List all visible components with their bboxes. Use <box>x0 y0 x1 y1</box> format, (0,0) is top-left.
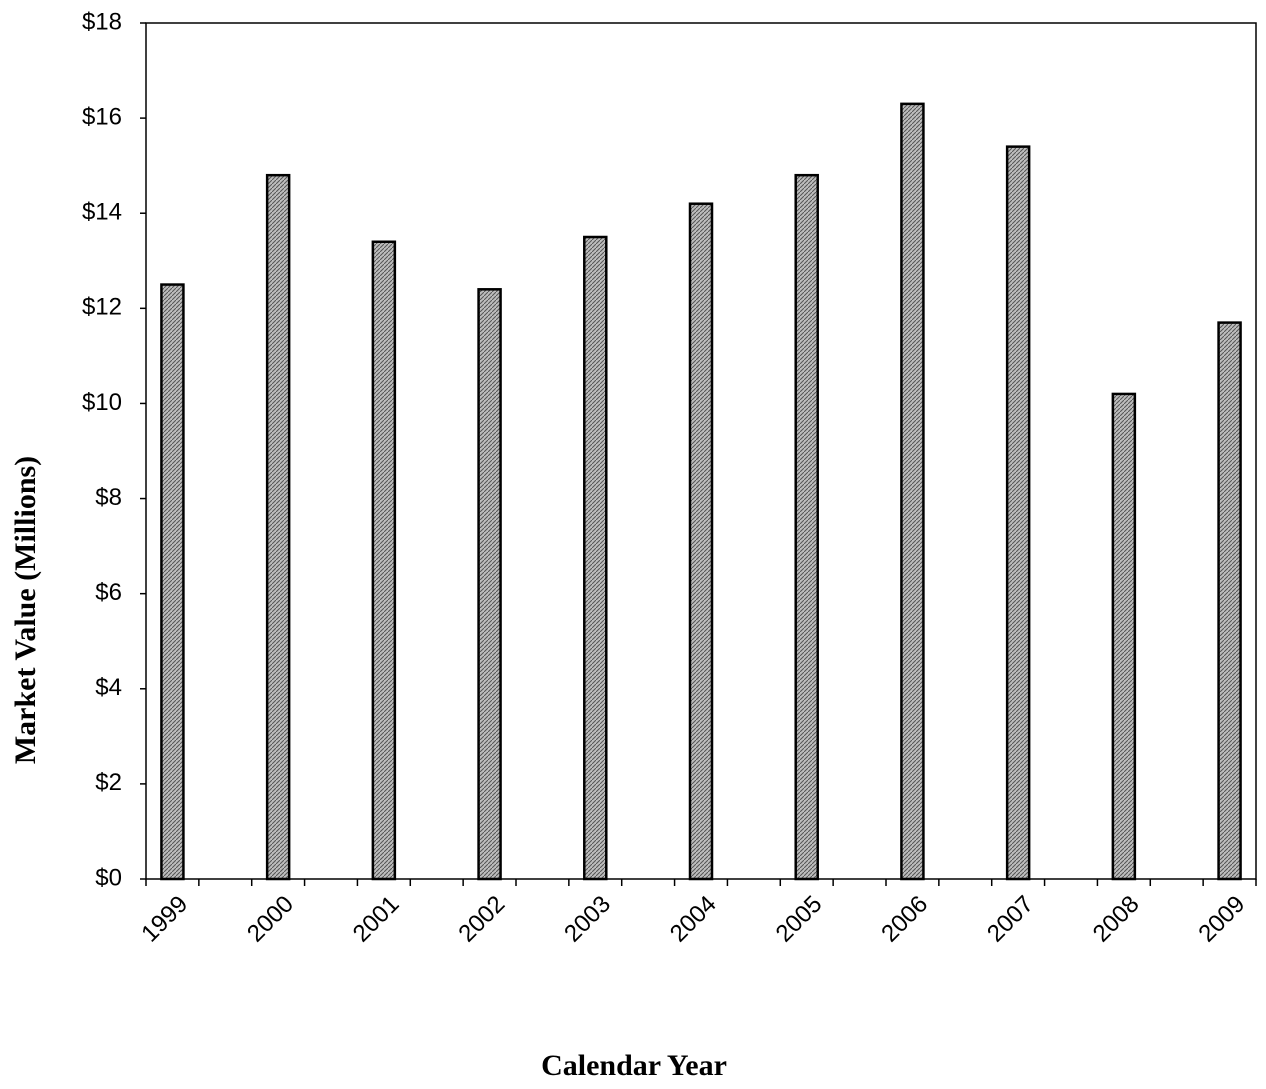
x-tick-label: 2003 <box>559 891 616 948</box>
y-tick-label: $14 <box>82 199 122 226</box>
bar <box>794 173 819 881</box>
bar <box>1217 321 1242 881</box>
bar <box>371 240 397 881</box>
bar <box>1111 392 1137 881</box>
y-tick-label: $2 <box>95 769 122 796</box>
y-tick-label: $10 <box>82 389 122 416</box>
bar <box>583 235 608 881</box>
y-tick-label: $4 <box>95 674 122 701</box>
y-tick-label: $12 <box>82 294 122 321</box>
x-tick-label: 2005 <box>771 891 828 948</box>
y-axis-label: Market Value (Millions) <box>9 456 42 764</box>
x-axis-label: Calendar Year <box>541 1049 727 1082</box>
x-tick-label: 2002 <box>453 891 510 948</box>
x-tick-label: 2008 <box>1088 891 1145 948</box>
y-tick-label: $6 <box>95 579 122 606</box>
bar <box>160 283 185 881</box>
x-tick-label: 2004 <box>665 891 722 948</box>
bar <box>688 202 714 881</box>
x-tick-label: 2009 <box>1193 891 1250 948</box>
bar <box>265 173 291 881</box>
x-tick-label: 2000 <box>242 891 299 948</box>
x-tick-label: 2007 <box>982 891 1039 948</box>
x-tick-label: 1999 <box>136 891 193 948</box>
y-tick-label: $18 <box>82 8 122 35</box>
x-tick-label: 2001 <box>348 891 405 948</box>
y-tick-label: $16 <box>82 103 122 130</box>
y-tick-label: $8 <box>95 484 122 511</box>
bar <box>1005 145 1031 881</box>
bar <box>477 288 502 881</box>
x-tick-label: 2006 <box>876 891 933 948</box>
bar <box>900 102 925 881</box>
y-tick-label: $0 <box>95 864 122 891</box>
